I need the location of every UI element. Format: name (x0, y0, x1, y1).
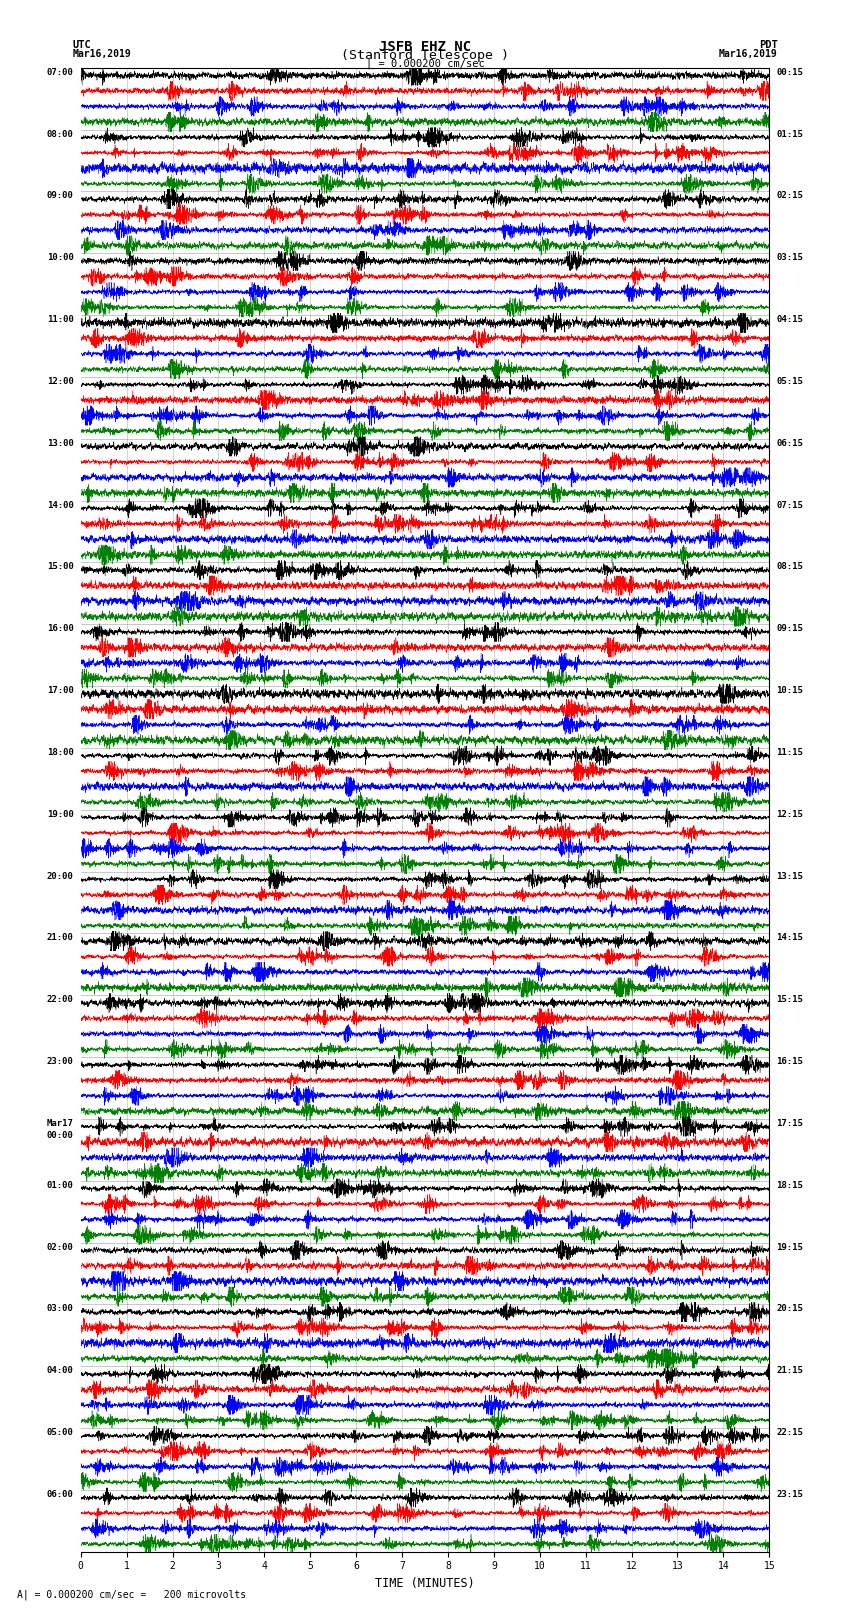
Text: 13:15: 13:15 (776, 871, 803, 881)
Text: 14:00: 14:00 (47, 500, 74, 510)
Text: 05:00: 05:00 (47, 1428, 74, 1437)
Text: PDT: PDT (759, 39, 778, 50)
Text: 09:00: 09:00 (47, 192, 74, 200)
Text: 09:15: 09:15 (776, 624, 803, 634)
Text: 01:15: 01:15 (776, 129, 803, 139)
Text: 00:00: 00:00 (47, 1131, 74, 1140)
Text: 06:00: 06:00 (47, 1490, 74, 1498)
Text: 08:15: 08:15 (776, 563, 803, 571)
Text: 14:15: 14:15 (776, 934, 803, 942)
Text: 17:00: 17:00 (47, 686, 74, 695)
Text: 03:00: 03:00 (47, 1305, 74, 1313)
Text: A| = 0.000200 cm/sec =   200 microvolts: A| = 0.000200 cm/sec = 200 microvolts (17, 1589, 246, 1600)
Text: 16:00: 16:00 (47, 624, 74, 634)
Text: UTC: UTC (72, 39, 91, 50)
X-axis label: TIME (MINUTES): TIME (MINUTES) (375, 1578, 475, 1590)
Text: 22:15: 22:15 (776, 1428, 803, 1437)
Text: 23:00: 23:00 (47, 1057, 74, 1066)
Text: Mar16,2019: Mar16,2019 (719, 50, 778, 60)
Text: 21:00: 21:00 (47, 934, 74, 942)
Text: | = 0.000200 cm/sec: | = 0.000200 cm/sec (366, 58, 484, 69)
Text: 02:00: 02:00 (47, 1242, 74, 1252)
Text: 12:15: 12:15 (776, 810, 803, 819)
Text: JSFB EHZ NC: JSFB EHZ NC (379, 39, 471, 53)
Text: 01:00: 01:00 (47, 1181, 74, 1190)
Text: 20:00: 20:00 (47, 871, 74, 881)
Text: 19:00: 19:00 (47, 810, 74, 819)
Text: Mar16,2019: Mar16,2019 (72, 50, 131, 60)
Text: 17:15: 17:15 (776, 1119, 803, 1127)
Text: 15:00: 15:00 (47, 563, 74, 571)
Text: 03:15: 03:15 (776, 253, 803, 263)
Text: 10:00: 10:00 (47, 253, 74, 263)
Text: 02:15: 02:15 (776, 192, 803, 200)
Text: 19:15: 19:15 (776, 1242, 803, 1252)
Text: 12:00: 12:00 (47, 377, 74, 386)
Text: 05:15: 05:15 (776, 377, 803, 386)
Text: 06:15: 06:15 (776, 439, 803, 448)
Text: 13:00: 13:00 (47, 439, 74, 448)
Text: 18:15: 18:15 (776, 1181, 803, 1190)
Text: 10:15: 10:15 (776, 686, 803, 695)
Text: 00:15: 00:15 (776, 68, 803, 77)
Text: 20:15: 20:15 (776, 1305, 803, 1313)
Text: 11:00: 11:00 (47, 315, 74, 324)
Text: 16:15: 16:15 (776, 1057, 803, 1066)
Text: (Stanford Telescope ): (Stanford Telescope ) (341, 50, 509, 63)
Text: 22:00: 22:00 (47, 995, 74, 1005)
Text: 21:15: 21:15 (776, 1366, 803, 1376)
Text: Mar17: Mar17 (47, 1119, 74, 1127)
Text: 11:15: 11:15 (776, 748, 803, 756)
Text: 18:00: 18:00 (47, 748, 74, 756)
Text: 07:15: 07:15 (776, 500, 803, 510)
Text: 08:00: 08:00 (47, 129, 74, 139)
Text: 04:15: 04:15 (776, 315, 803, 324)
Text: 07:00: 07:00 (47, 68, 74, 77)
Text: 15:15: 15:15 (776, 995, 803, 1005)
Text: 04:00: 04:00 (47, 1366, 74, 1376)
Text: 23:15: 23:15 (776, 1490, 803, 1498)
